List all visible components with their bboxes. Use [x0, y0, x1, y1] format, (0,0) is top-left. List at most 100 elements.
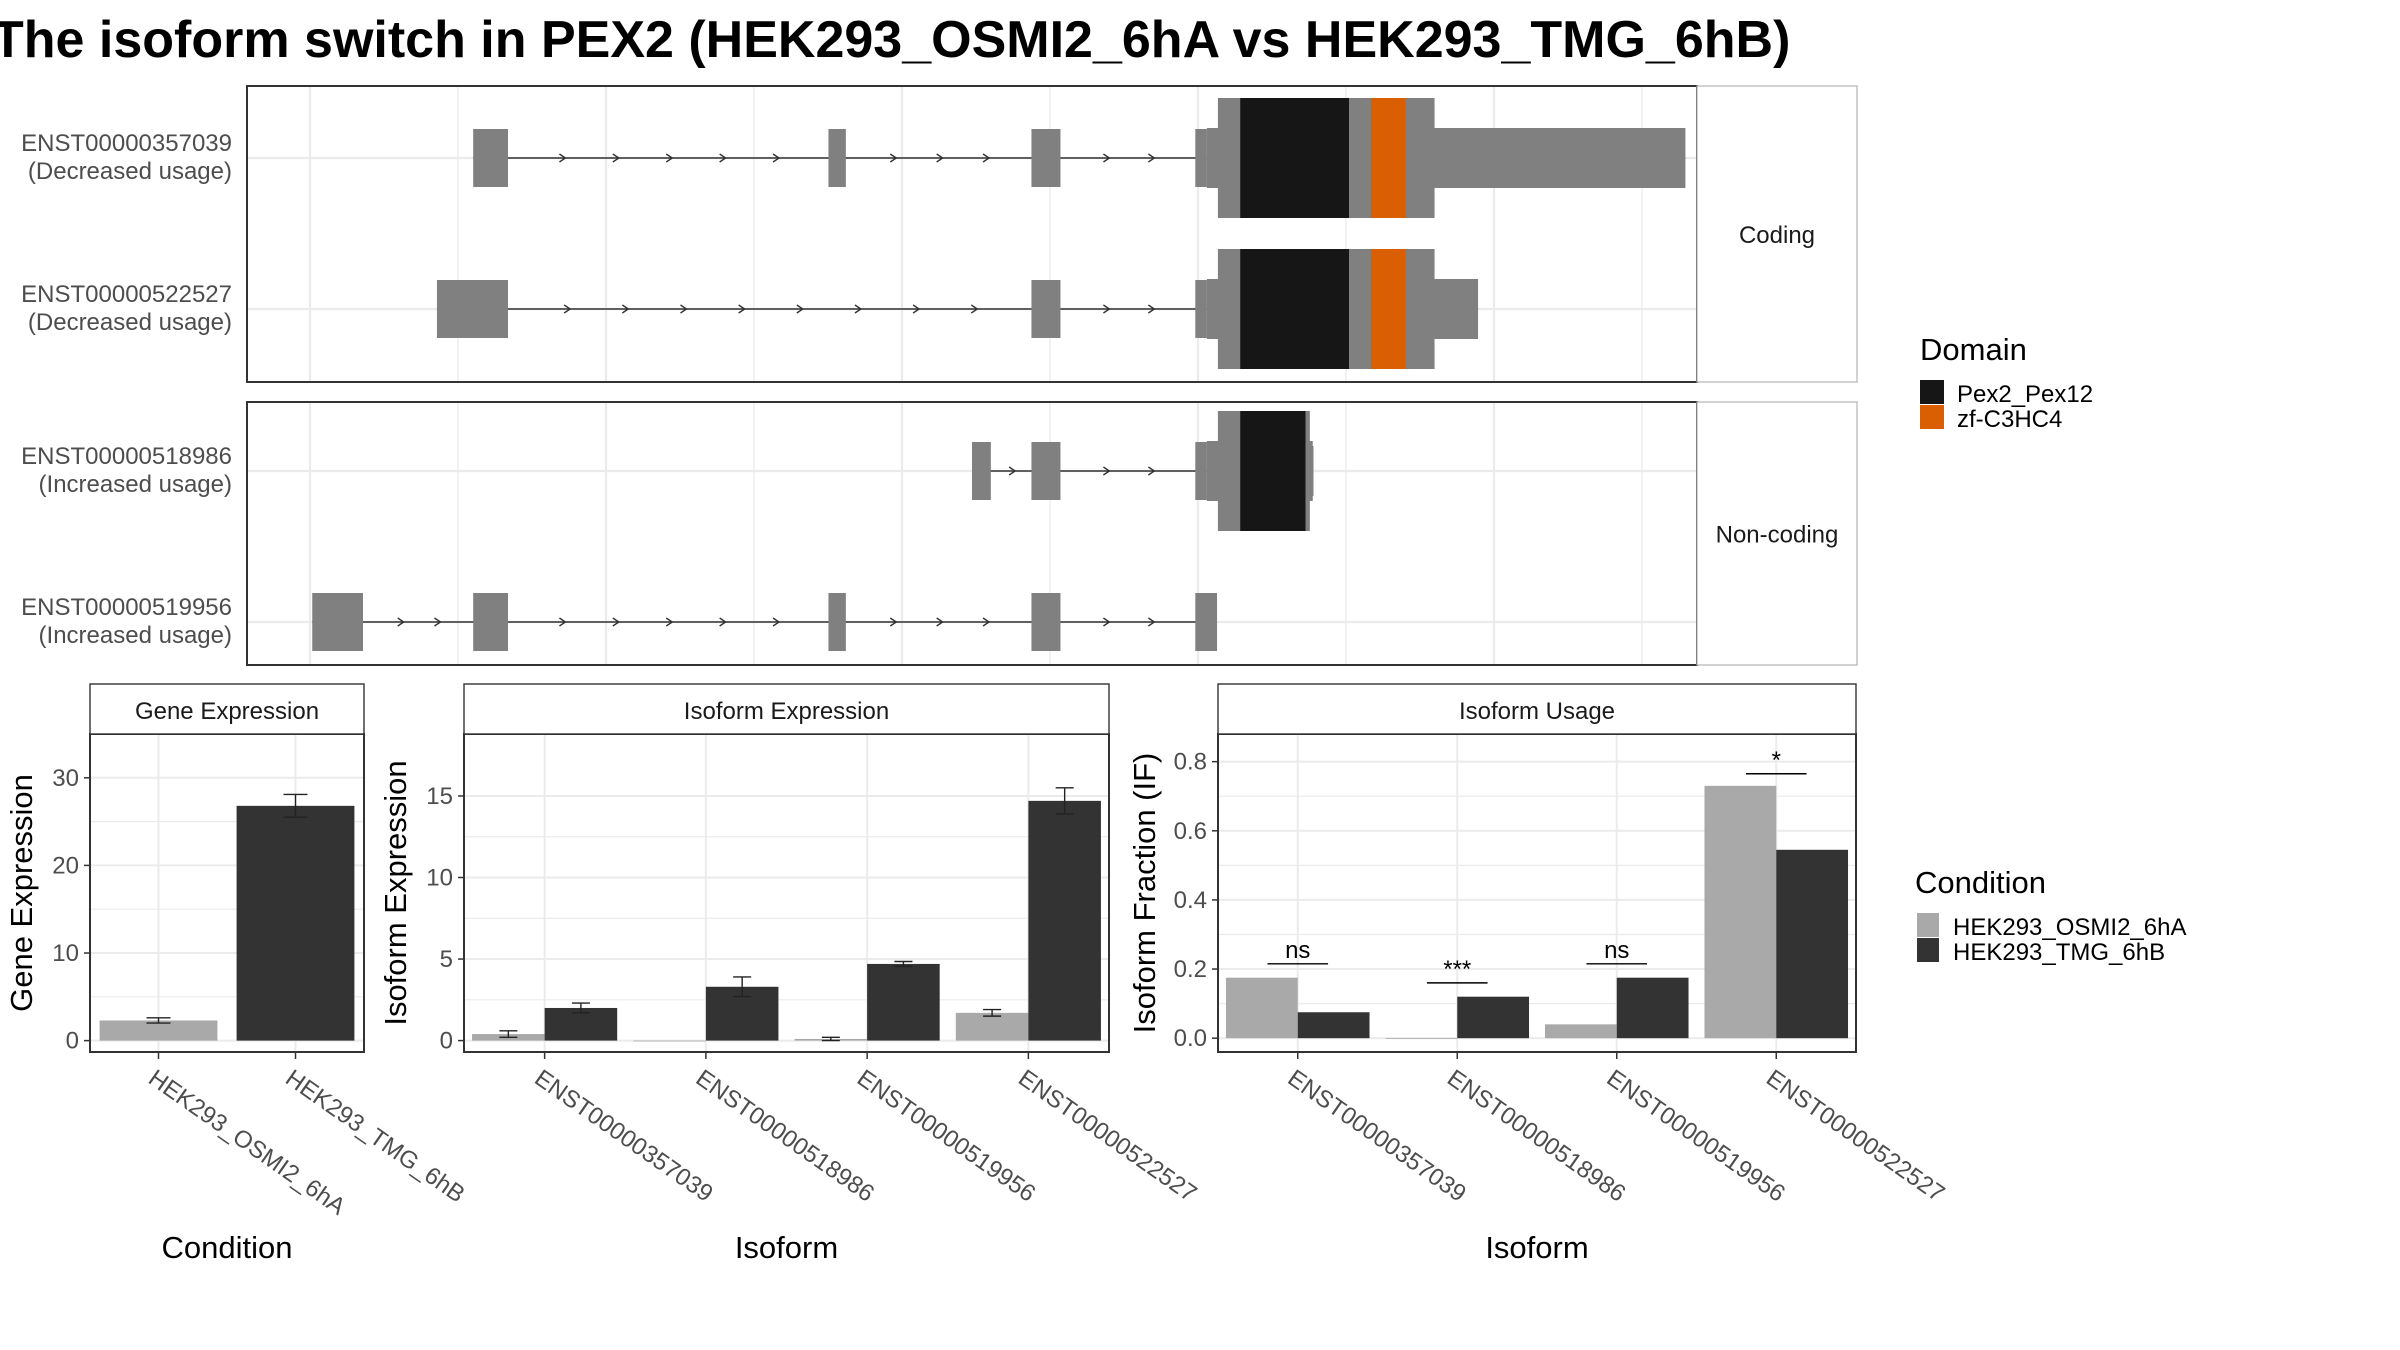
direction-arrow [665, 153, 674, 163]
direction-arrow [559, 153, 567, 163]
direction-arrow [719, 617, 727, 627]
bar-hek293_osmi2_6ha-enst00000519956 [1544, 1024, 1617, 1039]
bar-hek293_osmi2_6ha-enst00000518986 [1385, 1038, 1458, 1039]
error-bar [821, 1036, 840, 1042]
legend-swatch [1917, 913, 1939, 937]
exon [1031, 593, 1061, 651]
direction-arrow [738, 304, 746, 314]
y-tick-label: 0 [66, 1028, 79, 1055]
y-tick-label: 10 [52, 940, 79, 967]
panel-strip [463, 683, 1110, 735]
exon [1195, 129, 1207, 187]
direction-arrow [772, 153, 781, 163]
x-tick-label: ENST00000519956 [852, 1065, 1040, 1208]
x-axis-title: Condition [162, 1230, 293, 1265]
legend-swatch [1920, 405, 1944, 429]
exon [473, 129, 508, 187]
domain-legend-title: Domain [1920, 332, 2027, 367]
x-tick-label: ENST00000357039 [530, 1065, 718, 1208]
error-bar [283, 793, 308, 818]
y-tick-label: 0.6 [1174, 818, 1207, 845]
protein-domain-pex2_pex12 [1240, 249, 1349, 369]
facet-strip [1696, 401, 1858, 666]
x-axis-title: Isoform [1485, 1230, 1588, 1265]
bar-hek293_tmg_6hb-enst00000519956 [1616, 977, 1689, 1039]
protein-domain-pex2_pex12 [1240, 411, 1306, 531]
exon [828, 129, 846, 187]
protein-domain-zf-c3hc4 [1370, 98, 1406, 218]
y-tick-label: 5 [440, 946, 453, 973]
protein-domain-pex2_pex12 [1240, 98, 1349, 218]
direction-arrow [397, 617, 405, 627]
bar-hek293_tmg_6hb-enst00000357039 [1297, 1012, 1370, 1039]
exon-tail [1305, 446, 1314, 496]
exon [1195, 442, 1207, 500]
direction-arrow [889, 153, 898, 163]
bar-hek293_osmi2_6ha-enst00000518986 [633, 1040, 706, 1042]
direction-arrow [1147, 466, 1156, 476]
bar-chart-panels: 0102030HEK293_OSMI2_6hAHEK293_TMG_6hBGen… [4, 683, 1949, 1265]
condition-legend-title: Condition [1915, 865, 2046, 900]
direction-arrow [1147, 617, 1156, 627]
direction-arrow [612, 617, 621, 627]
transcript-usage-note: (Decreased usage) [28, 158, 232, 185]
bar-hek293_tmg_6hb-enst00000518986 [1457, 996, 1530, 1039]
error-bar [571, 1002, 590, 1014]
panel-strip [89, 683, 365, 735]
y-axis-title: Gene Expression [4, 774, 39, 1012]
significance-label: ns [1604, 937, 1629, 964]
direction-arrow [1103, 617, 1111, 627]
bar-hek293_tmg_6hb-enst00000519956 [867, 963, 940, 1041]
direction-arrow [982, 617, 991, 627]
y-tick-label: 20 [52, 852, 79, 879]
direction-arrow [719, 153, 727, 163]
y-tick-label: 15 [426, 783, 453, 810]
direction-arrow [772, 617, 781, 627]
bar-hek293_tmg_6hb-enst00000522527 [1028, 800, 1101, 1041]
exon [1031, 129, 1061, 187]
exon [312, 593, 363, 651]
y-tick-label: 0.4 [1174, 887, 1207, 914]
panel-title: Gene Expression [135, 698, 319, 725]
error-bar [146, 1017, 171, 1024]
protein-domain-zf-c3hc4 [1370, 249, 1406, 369]
transcript-id: ENST00000518986 [21, 443, 232, 470]
bar-hek293_osmi2_6ha-enst00000522527 [1704, 785, 1777, 1039]
significance-label: ns [1285, 937, 1310, 964]
direction-arrow [1103, 304, 1111, 314]
direction-arrow [889, 617, 898, 627]
figure-title: The isoform switch in PEX2 (HEK293_OSMI2… [0, 11, 1790, 69]
exon [473, 593, 508, 651]
direction-arrow [982, 153, 991, 163]
error-bar [983, 1008, 1002, 1017]
y-axis-title: Isoform Fraction (IF) [1127, 753, 1162, 1034]
facet-strip [1696, 85, 1858, 383]
transcript-id: ENST00000519956 [21, 594, 232, 621]
direction-arrow [854, 304, 863, 314]
panel-strip [1217, 683, 1857, 735]
direction-arrow [680, 304, 688, 314]
structure-panel-border [246, 401, 1698, 666]
transcript-id: ENST00000357039 [21, 130, 232, 157]
isoform-structure-panel: ENST00000357039(Decreased usage) ENST0000… [21, 85, 1858, 666]
bar-hek293_tmg_6hb [236, 805, 355, 1041]
exon [1031, 442, 1061, 500]
legend-label: HEK293_TMG_6hB [1953, 939, 2165, 966]
y-tick-label: 0.2 [1174, 956, 1207, 983]
direction-arrow [912, 304, 921, 314]
exon [1195, 280, 1207, 338]
y-tick-label: 0.0 [1174, 1025, 1207, 1052]
x-tick-label: ENST00000518986 [691, 1065, 879, 1208]
exon [1031, 280, 1061, 338]
x-axis-title: Isoform [735, 1230, 838, 1265]
direction-arrow [936, 617, 944, 627]
exon [436, 280, 508, 338]
direction-arrow [621, 304, 630, 314]
exon [972, 442, 991, 500]
y-axis-title: Isoform Expression [378, 760, 413, 1025]
panel-title: Isoform Usage [1459, 698, 1615, 725]
direction-arrow [559, 617, 567, 627]
exon [1195, 593, 1218, 651]
